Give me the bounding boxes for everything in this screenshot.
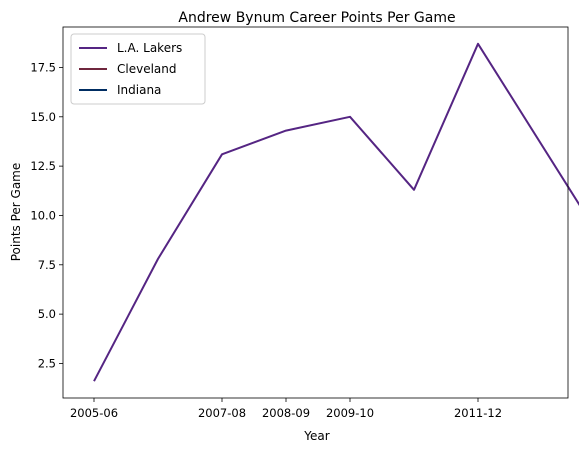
y-tick-label: 15.0 — [30, 110, 56, 124]
legend-label-l-a-lakers: L.A. Lakers — [117, 41, 182, 55]
y-axis-label: Points Per Game — [9, 163, 23, 262]
legend: L.A. Lakers Cleveland Indiana — [70, 33, 206, 105]
y-tick-label: 7.5 — [38, 258, 56, 272]
x-tick-label: 2009-10 — [326, 406, 374, 420]
plot-lines — [93, 42, 579, 382]
legend-label-cleveland: Cleveland — [117, 62, 177, 76]
plot-frame — [62, 26, 569, 399]
legend-items: L.A. Lakers Cleveland Indiana — [79, 41, 182, 97]
y-tick-label: 5.0 — [38, 307, 56, 321]
x-axis-label: Year — [303, 429, 329, 443]
x-tick-label: 2008-09 — [262, 406, 310, 420]
x-tick-label: 2007-08 — [198, 406, 246, 420]
y-tick-label: 17.5 — [30, 60, 56, 74]
legend-label-indiana: Indiana — [117, 83, 161, 97]
x-tick-label: 2011-12 — [454, 406, 502, 420]
x-tick-label: 2005-06 — [70, 406, 118, 420]
legend-box — [70, 33, 206, 105]
x-axis-ticks: 2005-06 2007-08 2008-09 2009-10 2011-12 — [70, 398, 502, 420]
chart-title: Andrew Bynum Career Points Per Game — [178, 10, 455, 26]
series-line-l-a-lakers — [93, 42, 579, 382]
y-tick-label: 10.0 — [30, 208, 56, 222]
y-tick-label: 12.5 — [30, 159, 56, 173]
y-axis-ticks: 2.5 5.0 7.5 10.0 12.5 15.0 17.5 — [30, 60, 63, 370]
y-tick-label: 2.5 — [38, 356, 56, 370]
